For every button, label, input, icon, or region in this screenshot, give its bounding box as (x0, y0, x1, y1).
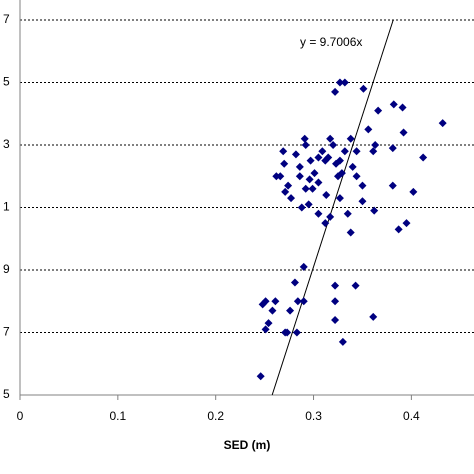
point (402, 219, 411, 228)
point (331, 316, 340, 324)
point (292, 328, 301, 337)
point (301, 184, 310, 193)
point (346, 134, 355, 143)
point (291, 150, 300, 159)
x-tick-label: 0 (17, 409, 24, 423)
point (351, 281, 360, 290)
y-tick-label: 5 (3, 75, 10, 89)
point (346, 228, 355, 237)
point (271, 297, 280, 306)
point (398, 103, 407, 112)
point (264, 319, 273, 328)
point (326, 134, 335, 143)
y-tick-label: 5 (3, 387, 10, 401)
point (333, 172, 342, 181)
point (295, 172, 304, 181)
point (331, 281, 340, 290)
point (340, 147, 349, 156)
point (338, 337, 347, 346)
point (293, 297, 302, 306)
point (335, 194, 344, 203)
point (332, 159, 341, 168)
point (299, 297, 308, 306)
x-tick-label: 0.1 (110, 409, 127, 423)
point (256, 372, 265, 381)
point (281, 187, 290, 196)
point (318, 147, 327, 156)
point (321, 156, 330, 165)
point (314, 209, 323, 218)
y-tick-label: 1 (3, 200, 10, 214)
point (389, 100, 398, 109)
trend-line (271, 19, 394, 396)
point (369, 312, 378, 321)
point (284, 181, 293, 190)
point (340, 78, 349, 87)
point (358, 197, 367, 206)
point (299, 262, 308, 271)
x-tick-label: 0.4 (403, 409, 420, 423)
point (343, 209, 352, 218)
y-tick-label: 7 (3, 325, 10, 339)
point (352, 147, 361, 156)
point (281, 328, 290, 337)
point (314, 153, 323, 162)
point (370, 206, 379, 215)
point (329, 141, 338, 149)
point (374, 106, 383, 115)
point (310, 169, 319, 178)
point (359, 84, 368, 93)
y-tick-label: 7 (3, 12, 10, 26)
point (409, 187, 418, 196)
point (280, 159, 289, 168)
point (321, 219, 330, 228)
point (279, 147, 288, 156)
point (326, 212, 335, 221)
point (308, 184, 317, 193)
point (314, 178, 323, 187)
point (290, 278, 299, 287)
point (305, 175, 314, 184)
point (369, 147, 378, 156)
point (295, 162, 304, 171)
y-tick-label: 3 (3, 137, 10, 151)
x-tick-label: 0.2 (207, 409, 224, 423)
point (438, 119, 447, 128)
point (331, 297, 340, 306)
trend-equation: y = 9.7006x (300, 35, 362, 49)
point (419, 153, 428, 162)
point (261, 325, 270, 334)
x-tick-label: 0.3 (305, 409, 322, 423)
point (399, 128, 408, 137)
x-axis-label: SED (m) (224, 438, 271, 452)
point (335, 78, 344, 87)
point (348, 162, 357, 171)
point (301, 141, 310, 149)
point (388, 181, 397, 190)
point (287, 194, 296, 203)
point (297, 203, 306, 212)
point (331, 87, 340, 96)
point (352, 172, 361, 181)
point (300, 134, 309, 143)
point (286, 306, 295, 315)
point (268, 306, 277, 315)
point (364, 125, 373, 134)
point (272, 172, 281, 181)
point (304, 200, 313, 209)
point (258, 300, 267, 309)
point (394, 225, 403, 234)
point (388, 144, 397, 153)
y-tick-label: 9 (3, 262, 10, 276)
point (358, 181, 367, 190)
point (371, 141, 380, 149)
point (306, 156, 315, 165)
point (322, 191, 331, 199)
